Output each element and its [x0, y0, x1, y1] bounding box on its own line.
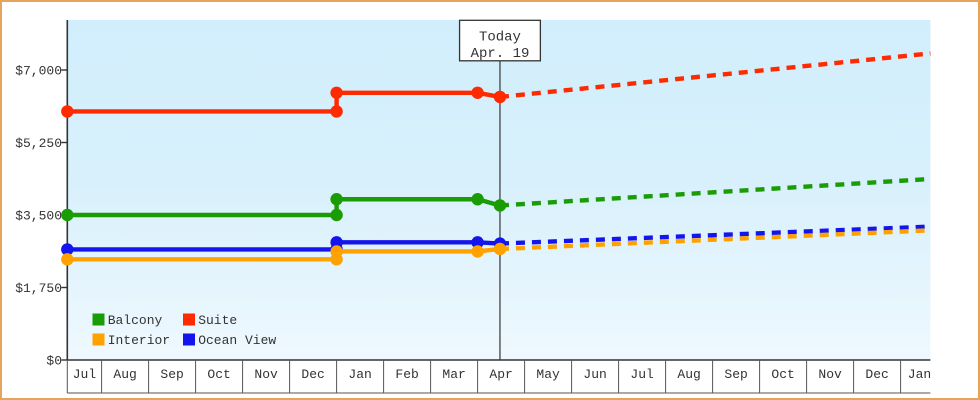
svg-text:Dec: Dec [301, 367, 324, 382]
svg-text:Jun: Jun [583, 367, 606, 382]
svg-text:Ocean View: Ocean View [198, 333, 276, 348]
svg-text:Balcony: Balcony [108, 313, 163, 328]
svg-text:Oct: Oct [771, 367, 794, 382]
svg-text:$3,500: $3,500 [15, 209, 62, 224]
svg-text:Interior: Interior [108, 333, 170, 348]
svg-text:Today: Today [479, 29, 521, 45]
svg-text:$0: $0 [46, 354, 62, 369]
svg-text:Apr. 19: Apr. 19 [471, 46, 530, 62]
svg-text:Sep: Sep [724, 367, 747, 382]
svg-text:Oct: Oct [207, 367, 230, 382]
svg-text:Sep: Sep [160, 367, 183, 382]
svg-text:Apr: Apr [489, 367, 512, 382]
svg-text:Suite: Suite [198, 313, 237, 328]
svg-text:$1,750: $1,750 [15, 281, 62, 296]
svg-text:Dec: Dec [865, 367, 888, 382]
svg-text:Jan: Jan [348, 367, 371, 382]
svg-text:Nov: Nov [818, 367, 842, 382]
svg-text:Jan: Jan [908, 367, 931, 382]
svg-text:Feb: Feb [395, 367, 418, 382]
svg-text:$7,000: $7,000 [15, 64, 62, 79]
svg-text:May: May [536, 367, 560, 382]
svg-text:Jul: Jul [630, 367, 654, 382]
svg-text:$5,250: $5,250 [15, 136, 62, 151]
svg-text:Mar: Mar [442, 367, 465, 382]
svg-text:Aug: Aug [677, 367, 700, 382]
svg-text:Aug: Aug [113, 367, 136, 382]
svg-text:Nov: Nov [254, 367, 278, 382]
svg-text:Jul: Jul [73, 367, 97, 382]
